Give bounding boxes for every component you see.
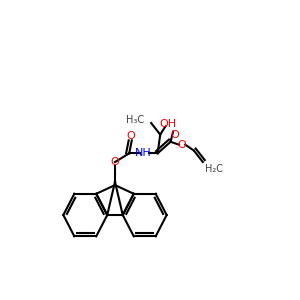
Text: H₂C: H₂C	[206, 164, 224, 174]
Text: OH: OH	[159, 119, 176, 130]
Text: H₃C: H₃C	[126, 115, 144, 124]
Text: O: O	[170, 130, 179, 140]
Text: O: O	[110, 157, 119, 167]
Text: O: O	[178, 140, 187, 150]
Text: NH: NH	[135, 148, 152, 158]
Text: O: O	[126, 131, 135, 141]
